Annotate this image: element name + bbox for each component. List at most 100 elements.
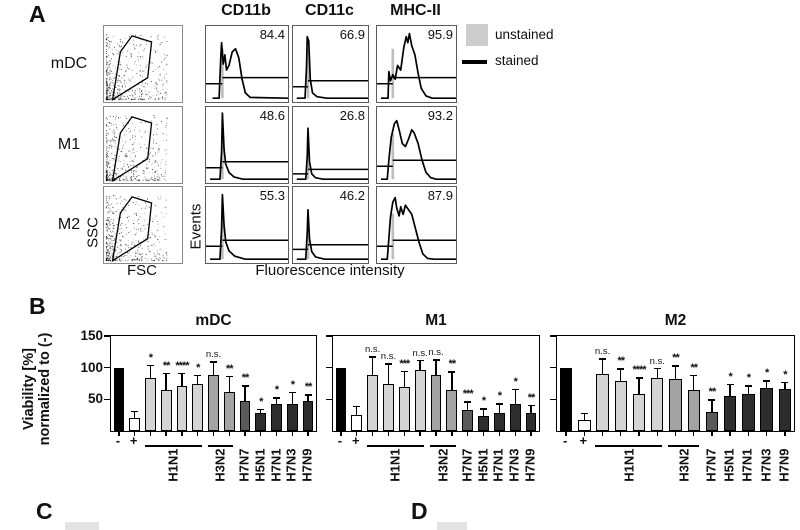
- histogram-mdc-cd11b: 84.4: [205, 25, 289, 103]
- y-tick-label: 100: [80, 359, 103, 375]
- panel-a-letter: A: [29, 1, 46, 27]
- x-tick: [747, 431, 750, 436]
- stained-curve: [213, 43, 288, 98]
- error-bar: [482, 408, 485, 416]
- bar-H1N1: [596, 374, 609, 431]
- x-tick: [403, 431, 405, 436]
- bar-+: [129, 418, 140, 431]
- x-axis-group-label: H7N9: [776, 448, 792, 482]
- error-bar-cap: [690, 374, 698, 377]
- significance-label: **: [304, 381, 313, 394]
- y-tick: [549, 366, 556, 369]
- y-tick: [549, 335, 556, 337]
- scatter-dots: [105, 194, 168, 262]
- error-bar-cap: [448, 371, 456, 373]
- x-tick: [482, 431, 485, 436]
- error-bar: [674, 365, 677, 380]
- chart-title-m1: M1: [425, 312, 447, 329]
- error-bar-cap: [304, 394, 312, 396]
- percent-positive: 55.3: [259, 188, 285, 203]
- x-axis-group-label: H3N2: [435, 448, 451, 482]
- significance-label: n.s.: [428, 347, 444, 359]
- histogram-mdc-cd11c: 66.9: [292, 25, 369, 103]
- bar-H7N9: [302, 401, 314, 431]
- x-tick: [307, 431, 309, 436]
- percent-positive: 66.9: [339, 27, 365, 42]
- plot-area: 50 100 150 * ** **** * n.s. ** ** * * * **: [80, 328, 317, 436]
- bar-H3N2: [208, 375, 219, 431]
- error-bar: [711, 399, 713, 412]
- significance-label: *: [259, 395, 263, 408]
- bar-H7N7: [705, 412, 719, 431]
- bar--: [335, 367, 347, 431]
- bar-H1N1: [632, 393, 646, 431]
- bar-H3N2: [223, 391, 235, 431]
- error-bar: [133, 410, 136, 419]
- error-bar: [656, 367, 658, 379]
- x-tick: [371, 431, 374, 436]
- bar-H7N7: [239, 400, 251, 431]
- x-axis-group-label: H7N9: [299, 448, 315, 482]
- scatter-plot-m1: [103, 106, 183, 184]
- x-tick: [583, 431, 586, 436]
- legend-stained-label: stained: [495, 53, 539, 68]
- x-axis-group-label: H7N9: [522, 448, 538, 482]
- significance-label: *: [746, 372, 751, 385]
- x-tick: [419, 431, 421, 436]
- percent-positive: 93.2: [427, 108, 453, 123]
- x-axis-group-label: H1N1: [387, 448, 403, 482]
- x-tick: [784, 431, 786, 436]
- gate-marker: [293, 169, 368, 174]
- legend-unstained-swatch: [466, 24, 488, 46]
- panel-b-y-axis-label: Viability [%] normalized to (-): [21, 314, 53, 464]
- significance-label: **: [162, 359, 171, 372]
- row-label-m1: M1: [57, 136, 81, 153]
- x-tick: [387, 431, 390, 436]
- x-tick: [693, 431, 695, 436]
- gate-marker: [377, 240, 456, 246]
- error-bar: [197, 374, 199, 385]
- panel-d-letter: D: [411, 498, 428, 524]
- x-tick: [181, 431, 183, 436]
- gate-marker: [377, 160, 456, 166]
- x-axis-group-label: H7N7: [459, 448, 475, 482]
- error-bar: [435, 359, 437, 376]
- bar-H7N3: [509, 404, 521, 431]
- stained-curve: [210, 113, 288, 179]
- x-axis-group-label: H7N1: [490, 448, 506, 482]
- error-bar-cap: [580, 412, 588, 415]
- error-bar-cap: [257, 408, 265, 411]
- significance-label: *: [513, 375, 518, 388]
- error-bar-cap: [273, 397, 281, 399]
- bar-H7N3: [760, 387, 773, 431]
- stained-curve: [210, 195, 288, 260]
- error-bar-cap: [653, 367, 661, 370]
- panel-c-letter: C: [36, 498, 53, 524]
- bar-H1N1: [383, 384, 394, 431]
- scatter-y-axis-label: SSC: [84, 217, 102, 248]
- bar-H1N1: [398, 387, 410, 431]
- x-axis-label: +: [579, 433, 588, 448]
- x-tick: [291, 431, 294, 436]
- significance-label: **: [672, 352, 680, 365]
- error-bar: [693, 374, 695, 390]
- error-bar-cap: [726, 383, 734, 385]
- x-axis-group-label: H7N3: [758, 448, 774, 482]
- histogram-mdc-mhcii: 95.9: [376, 25, 457, 103]
- significance-label: *: [497, 390, 502, 403]
- x-tick: [498, 431, 501, 436]
- error-bar: [765, 380, 768, 388]
- percent-positive: 87.9: [427, 188, 453, 203]
- bar-H1N1: [367, 375, 378, 431]
- error-bar-cap: [480, 408, 488, 410]
- stained-curve: [297, 37, 368, 99]
- gate-polygon: [113, 117, 152, 181]
- histogram-m1-cd11b: 48.6: [205, 106, 289, 184]
- error-bar-cap: [210, 361, 217, 363]
- bar-H7N1: [271, 403, 282, 431]
- significance-label: *: [290, 378, 295, 391]
- header-cd11c: CD11c: [305, 2, 354, 19]
- bar-H7N1: [493, 413, 505, 431]
- bar-H5N1: [255, 413, 267, 431]
- x-axis-group-label: H1N1: [165, 448, 181, 482]
